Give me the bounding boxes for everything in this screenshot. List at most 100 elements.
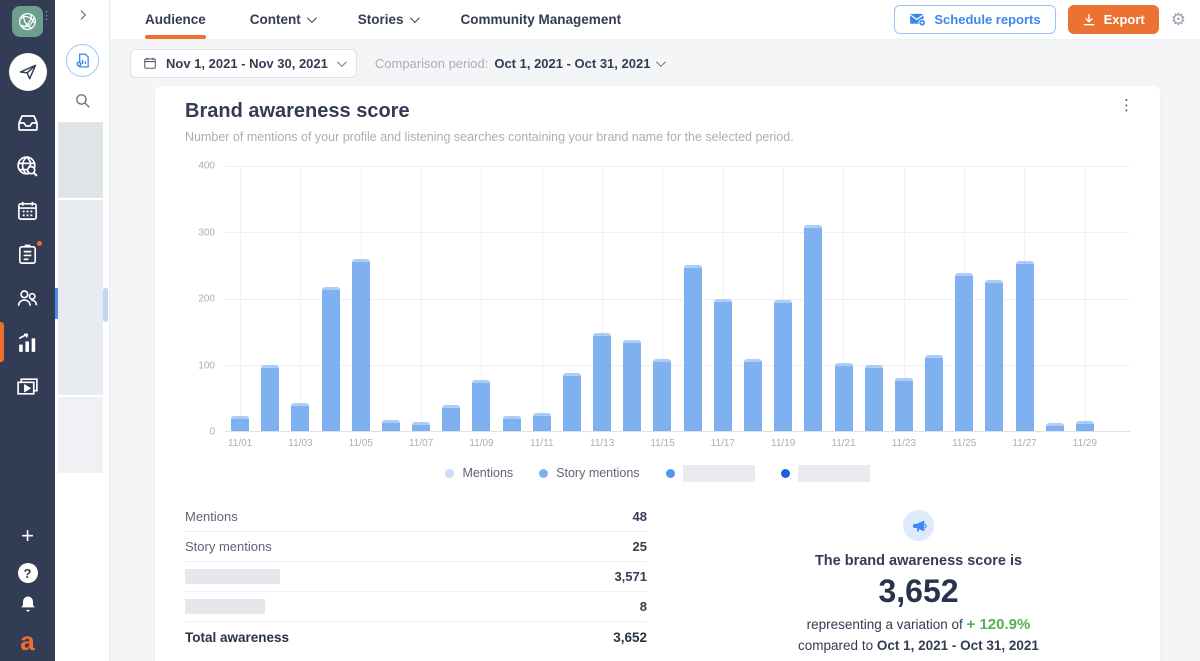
bar-11/16[interactable] <box>683 264 702 431</box>
bar-11/04[interactable] <box>321 286 340 431</box>
sidebar-item-library[interactable] <box>15 373 41 399</box>
bar-slot <box>1100 166 1130 431</box>
bar-slot <box>466 166 496 431</box>
sidebar-item-analytics[interactable] <box>15 329 41 355</box>
bar-11/10[interactable] <box>502 416 521 431</box>
bar-slot <box>979 166 1009 431</box>
bar-11/07[interactable] <box>412 421 431 431</box>
x-tick-label: 11/03 <box>288 437 313 449</box>
report-document-icon[interactable] <box>66 44 99 77</box>
table-row: Total awareness 3,652 <box>185 622 647 652</box>
sidebar-item-planner[interactable] <box>15 239 44 267</box>
bar-11/22[interactable] <box>864 364 883 431</box>
schedule-reports-button[interactable]: Schedule reports <box>894 5 1056 34</box>
legend-item[interactable] <box>665 464 755 482</box>
tab-content[interactable]: Content <box>250 0 317 39</box>
y-tick-label: 200 <box>198 293 215 305</box>
row-value: 25 <box>632 539 647 554</box>
sidebar-item-publish[interactable] <box>8 53 47 91</box>
legend-item[interactable]: Story mentions <box>539 466 640 480</box>
x-tick-label: 11/07 <box>408 437 434 449</box>
card-menu-kebab-icon[interactable]: ⋮ <box>1119 97 1134 114</box>
x-tick-label: 11/29 <box>1072 437 1098 449</box>
bar-11/15[interactable] <box>653 359 672 431</box>
tab-stories[interactable]: Stories <box>358 0 420 39</box>
bar-11/13[interactable] <box>593 332 612 431</box>
gridline <box>541 166 543 431</box>
bar-11/11[interactable] <box>532 413 551 431</box>
gridline <box>421 166 423 431</box>
bar-slot <box>798 166 828 431</box>
bar-11/12[interactable] <box>562 372 581 431</box>
x-tick-label: 11/19 <box>771 437 796 449</box>
bar-11/23[interactable] <box>894 378 913 431</box>
bell-icon <box>20 596 35 612</box>
bar-11/26[interactable] <box>985 279 1004 431</box>
bar-11/06[interactable] <box>381 420 400 431</box>
tab-audience[interactable]: Audience <box>145 0 206 39</box>
table-row: 8 <box>185 592 647 622</box>
help-icon[interactable]: ? <box>17 563 38 583</box>
bar-11/27[interactable] <box>1015 261 1034 431</box>
table-row: Story mentions 25 <box>185 532 647 562</box>
redacted-rail-block <box>58 122 103 198</box>
sidebar-item-listening[interactable] <box>15 153 41 179</box>
redacted-rail-block <box>58 397 103 473</box>
bar-11/17[interactable] <box>713 298 732 431</box>
bar-11/19[interactable] <box>774 299 793 431</box>
chart-plot-area <box>225 166 1130 432</box>
bar-11/02[interactable] <box>261 364 280 431</box>
bar-11/08[interactable] <box>442 405 461 431</box>
bar-11/01[interactable] <box>231 416 250 431</box>
legend-item[interactable]: Mentions <box>445 466 513 480</box>
sidebar-bottom: + ? a <box>15 523 41 661</box>
sidebar-item-team[interactable] <box>15 285 41 311</box>
x-tick-label: 11/21 <box>831 437 856 449</box>
bar-slot <box>436 166 466 431</box>
tab-community-management[interactable]: Community Management <box>460 12 622 27</box>
chevron-down-icon <box>656 56 667 67</box>
compare-period: Oct 1, 2021 - Oct 31, 2021 <box>876 638 1039 653</box>
row-value: 3,571 <box>614 569 647 584</box>
workspace-logo[interactable] <box>12 6 43 37</box>
bar-slot <box>859 166 889 431</box>
globe-search-icon <box>17 155 38 177</box>
search-icon[interactable] <box>74 92 91 109</box>
notifications-bell[interactable] <box>15 591 41 617</box>
bar-11/28[interactable] <box>1045 423 1064 431</box>
top-actions: Schedule reports Export ⚙ <box>894 0 1200 39</box>
sidebar-item-calendar[interactable] <box>15 197 41 223</box>
bar-11/14[interactable] <box>623 339 642 431</box>
comparison-period-selector[interactable]: Comparison period: Oct 1, 2021 - Oct 31,… <box>375 56 667 71</box>
settings-gear-icon[interactable]: ⚙ <box>1170 10 1186 29</box>
chevron-down-icon <box>409 13 420 24</box>
bar-11/03[interactable] <box>291 403 310 431</box>
bar-slot <box>346 166 376 431</box>
date-range-picker[interactable]: Nov 1, 2021 - Nov 30, 2021 <box>130 48 357 78</box>
metrics-table: Mentions 48 Story mentions 25 3,571 8 Total aw… <box>185 502 647 653</box>
add-new-icon[interactable]: + <box>21 523 34 548</box>
bar-11/21[interactable] <box>834 362 853 431</box>
x-tick-label: 11/17 <box>710 437 735 449</box>
bar-11/20[interactable] <box>804 224 823 431</box>
bar-11/09[interactable] <box>472 380 491 431</box>
rail-scrollbar[interactable] <box>103 288 108 322</box>
summary-heading: The brand awareness score is <box>814 553 1023 569</box>
expand-chevron-icon[interactable] <box>55 8 110 22</box>
export-button[interactable]: Export <box>1067 5 1159 34</box>
chevron-down-icon <box>336 56 347 67</box>
sidebar-item-inbox[interactable] <box>15 109 41 135</box>
bar-11/25[interactable] <box>955 273 974 431</box>
bar-11/24[interactable] <box>925 354 944 431</box>
rail-active-indicator <box>55 288 58 319</box>
legend-dot <box>445 468 455 478</box>
main-area: Audience Content Stories Community Manageme… <box>110 0 1200 661</box>
bar-11/18[interactable] <box>744 359 762 431</box>
media-folder-icon <box>17 377 38 395</box>
bar-11/05[interactable] <box>351 259 370 431</box>
workspace-menu-dots-icon[interactable]: ⋮ <box>41 10 52 22</box>
gridline <box>225 166 1130 167</box>
bar-11/29[interactable] <box>1075 421 1094 431</box>
legend-item[interactable] <box>780 464 870 482</box>
